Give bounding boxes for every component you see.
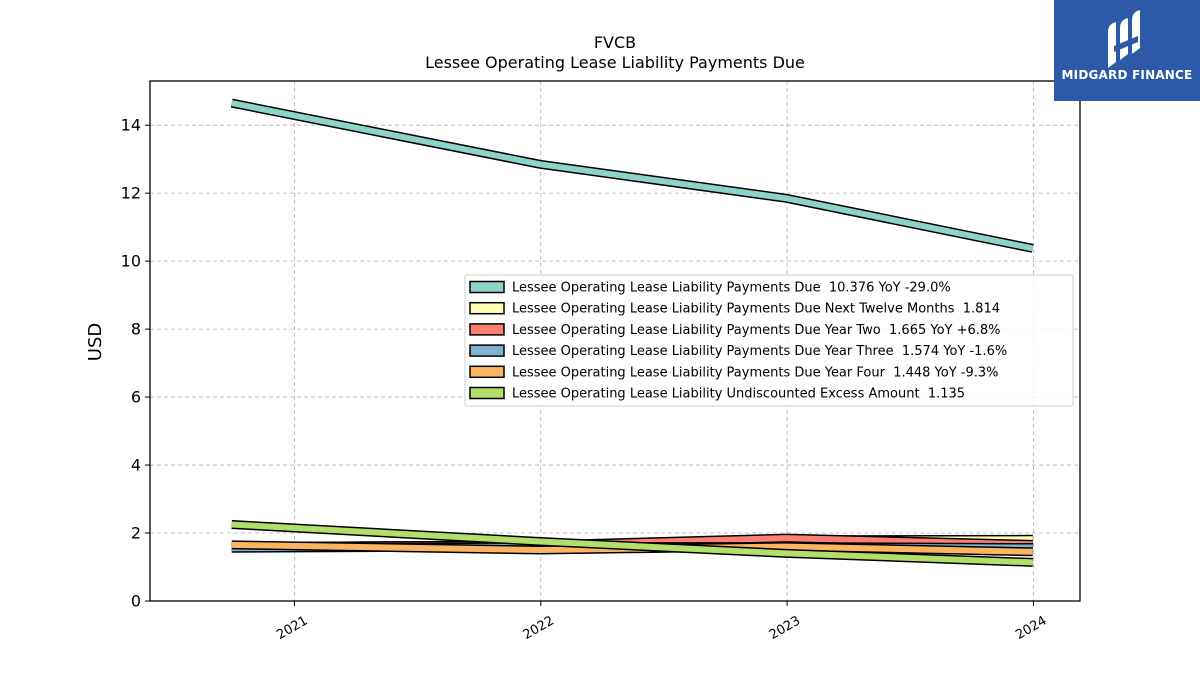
legend-label: Lessee Operating Lease Liability Payment… <box>512 323 1001 338</box>
series-line <box>231 521 1033 566</box>
y-tick-label: 8 <box>131 320 141 339</box>
y-tick-label: 12 <box>121 184 141 203</box>
x-tick-label: 2022 <box>521 613 557 643</box>
legend-label: Lessee Operating Lease Liability Payment… <box>512 302 1000 317</box>
y-tick-label: 10 <box>121 252 141 271</box>
y-tick-label: 6 <box>131 388 141 407</box>
legend-swatch <box>469 323 505 336</box>
x-tick-label: 2024 <box>1013 613 1049 643</box>
chart-title: FVCB <box>594 33 636 52</box>
legend-label: Lessee Operating Lease Liability Payment… <box>512 365 999 380</box>
x-tick-label: 2021 <box>274 613 310 643</box>
midgard-finance-logo: MIDGARD FINANCE <box>1054 0 1200 101</box>
legend-frame <box>464 274 1074 407</box>
y-tick-label: 14 <box>121 116 141 135</box>
series-line <box>231 100 1034 252</box>
y-tick-label: 0 <box>131 592 141 611</box>
series-6 <box>231 520 1033 567</box>
plot-frame <box>149 80 1081 602</box>
y-axis-label: USD <box>85 323 106 361</box>
series-lines <box>230 98 1034 567</box>
legend-label: Lessee Operating Lease Liability Undisco… <box>512 387 965 402</box>
legend-swatch <box>469 386 505 400</box>
y-tick-label: 2 <box>131 524 141 543</box>
legend-swatch <box>469 301 505 315</box>
legend-swatch <box>469 344 505 357</box>
legend: Lessee Operating Lease Liability Payment… <box>464 274 1074 407</box>
legend-swatch <box>469 365 505 379</box>
legend-label: Lessee Operating Lease Liability Payment… <box>512 281 951 296</box>
x-tick-label: 2023 <box>767 613 803 643</box>
y-tick-label: 4 <box>131 456 141 475</box>
logo-mark-icon <box>1108 10 1140 68</box>
legend-label: Lessee Operating Lease Liability Payment… <box>512 344 1007 359</box>
series-1 <box>230 98 1034 253</box>
logo-text: MIDGARD FINANCE <box>1061 68 1193 82</box>
legend-swatch <box>469 280 505 294</box>
chart-subtitle: Lessee Operating Lease Liability Payment… <box>425 53 805 72</box>
